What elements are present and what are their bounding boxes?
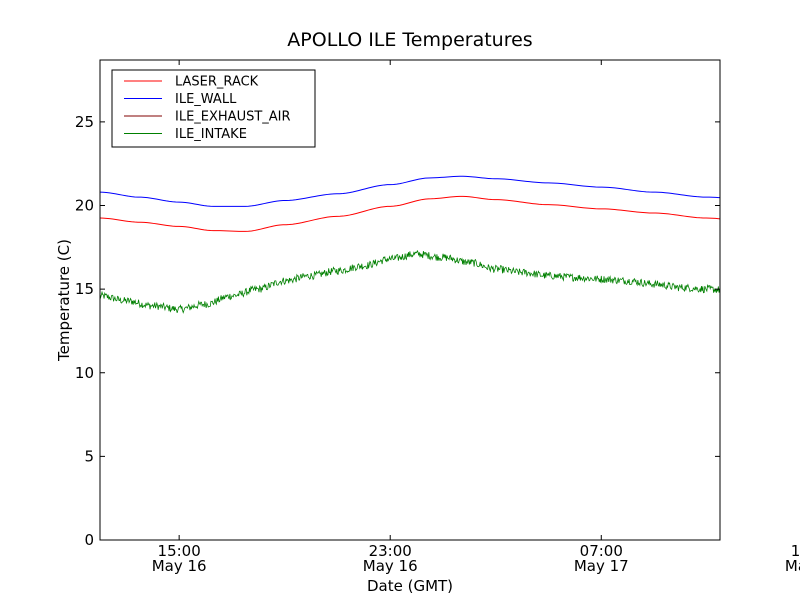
series-layer	[100, 175, 720, 314]
plot-frame	[99, 59, 721, 541]
legend-box	[111, 69, 316, 148]
x-tick-date: May 17	[785, 557, 800, 575]
series-line-ile-intake	[100, 249, 720, 314]
plot-area	[99, 59, 721, 541]
legend-label: ILE_WALL	[175, 92, 237, 107]
x-tick-date: May 16	[363, 557, 418, 575]
chart-title: APOLLO ILE Temperatures	[287, 29, 532, 51]
y-axis-label: Temperature (C)	[55, 239, 73, 362]
y-tick-label: 0	[84, 531, 94, 549]
legend-label: LASER_RACK	[175, 75, 259, 90]
x-axis-label: Date (GMT)	[367, 577, 453, 595]
x-tick-time: 15:00	[158, 542, 201, 560]
y-tick-label: 10	[75, 364, 94, 382]
legend: LASER_RACK ILE_WALL ILE_EXHAUST_AIR ILE_INT…	[111, 69, 316, 148]
y-tick-label: 15	[75, 280, 94, 298]
x-tick-date: May 16	[152, 557, 207, 575]
x-tick-time: 07:00	[580, 542, 623, 560]
series-line-ile-wall	[100, 175, 720, 207]
y-tick-label: 5	[84, 447, 94, 465]
series-line-laser-rack	[100, 195, 720, 232]
y-axis: 0 5 10 15 20 25	[75, 113, 720, 549]
legend-label: ILE_EXHAUST_AIR	[175, 110, 291, 125]
x-tick-time: 15:00	[791, 542, 800, 560]
y-tick-label: 25	[75, 113, 94, 131]
legend-label: ILE_INTAKE	[175, 127, 247, 142]
x-tick-time: 23:00	[369, 542, 412, 560]
y-tick-label: 20	[75, 197, 94, 215]
x-tick-date: May 17	[574, 557, 629, 575]
